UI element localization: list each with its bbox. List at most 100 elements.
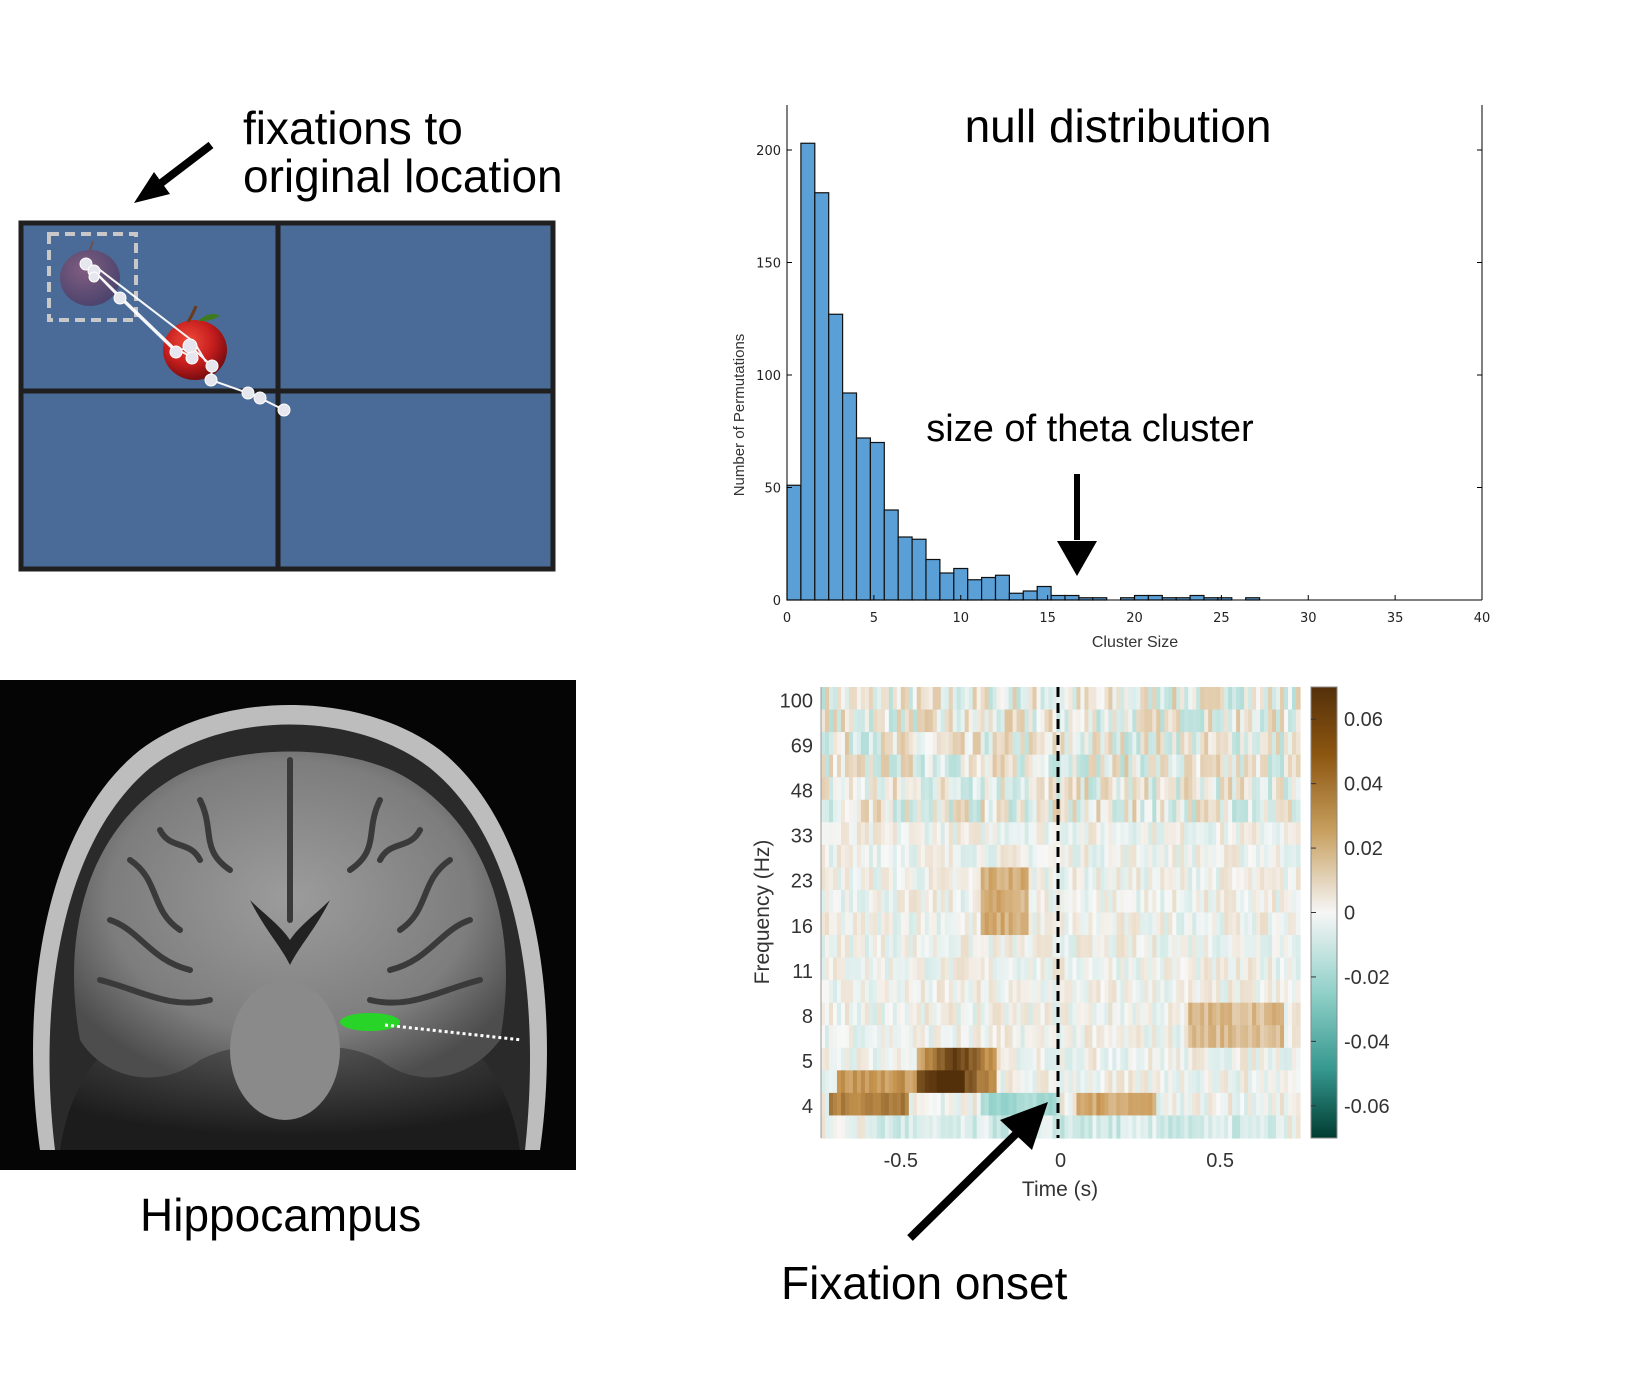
heatmap-cell bbox=[872, 754, 878, 778]
heatmap-cell bbox=[916, 889, 922, 914]
heatmap-cell bbox=[984, 844, 990, 868]
heatmap-cell bbox=[1008, 1025, 1014, 1049]
heatmap-cell bbox=[1112, 957, 1117, 981]
heatmap-cell bbox=[836, 709, 842, 733]
heatmap-cell bbox=[952, 844, 958, 868]
heatmap-cell bbox=[1104, 1115, 1109, 1139]
heatmap-cell bbox=[940, 1115, 946, 1139]
heatmap-cell bbox=[1192, 1092, 1197, 1117]
heatmap-cell bbox=[1292, 957, 1297, 981]
heatmap-cell bbox=[828, 912, 834, 936]
heatmap-cell bbox=[1220, 844, 1225, 868]
heatmap-cell bbox=[1244, 935, 1249, 959]
heatmap-cell bbox=[944, 1115, 950, 1139]
heatmap-cell bbox=[920, 777, 926, 801]
heatmap-cell bbox=[940, 1047, 946, 1071]
heatmap-cell bbox=[916, 957, 922, 981]
heatmap-cell bbox=[1252, 799, 1257, 823]
heatmap-cell bbox=[840, 935, 846, 959]
heatmap-cell bbox=[1140, 1070, 1145, 1094]
heatmap-cell bbox=[1260, 754, 1265, 778]
heatmap-cell bbox=[896, 732, 902, 756]
heatmap-cell bbox=[1096, 957, 1102, 981]
heatmap-cell bbox=[892, 957, 898, 981]
heatmap-cell bbox=[1080, 867, 1086, 891]
heatmap-cell bbox=[1272, 1047, 1277, 1071]
heatmap-cell bbox=[1188, 867, 1193, 891]
heatmap-cell bbox=[968, 935, 974, 959]
heatmap-cell bbox=[916, 912, 922, 936]
heatmap-cell bbox=[960, 732, 966, 756]
heatmap-cell bbox=[1104, 732, 1109, 756]
heatmap-cell bbox=[908, 957, 914, 981]
heatmap-cell bbox=[1092, 1092, 1098, 1117]
heatmap-cell bbox=[920, 1025, 926, 1049]
heatmap-cell bbox=[1000, 822, 1006, 846]
heatmap-cell bbox=[1264, 1002, 1269, 1026]
heatmap-cell bbox=[916, 687, 922, 711]
heatmap-cell bbox=[1220, 754, 1225, 778]
heatmap-cell bbox=[1028, 1070, 1034, 1094]
heatmap-cell bbox=[1048, 687, 1054, 711]
heatmap-cell bbox=[940, 1025, 946, 1049]
heatmap-cell bbox=[860, 754, 866, 778]
heatmap-cell bbox=[964, 844, 970, 868]
heatmap-cell bbox=[1100, 957, 1106, 981]
heatmap-cell bbox=[912, 1115, 918, 1139]
heatmap-cell bbox=[1108, 799, 1113, 823]
heatmap-cell bbox=[1240, 1070, 1245, 1094]
heatmap-cell bbox=[1256, 709, 1261, 733]
heatmap-cell bbox=[952, 1115, 958, 1139]
heatmap-cell bbox=[1024, 957, 1030, 981]
heatmap-cell bbox=[972, 889, 978, 914]
heatmap-cell bbox=[896, 1092, 902, 1117]
heatmap-cell bbox=[904, 1047, 910, 1071]
heatmap-cell bbox=[1040, 935, 1046, 959]
heatmap-cell bbox=[1200, 912, 1205, 936]
heatmap-cell bbox=[1032, 1025, 1038, 1049]
colorbar-tick-label: -0.04 bbox=[1344, 1031, 1390, 1053]
heatmap-cell bbox=[980, 1115, 986, 1139]
heatmap-cell bbox=[848, 1092, 854, 1117]
heatmap-cell bbox=[1272, 799, 1277, 823]
heatmap-cell bbox=[876, 1070, 882, 1094]
heatmap-cell bbox=[1008, 980, 1014, 1004]
heatmap-cell bbox=[896, 957, 902, 981]
heatmap-cell bbox=[856, 1047, 862, 1071]
heatmap-cell bbox=[1004, 1002, 1010, 1026]
heatmap-cell bbox=[1192, 912, 1197, 936]
heatmap-cell bbox=[1112, 980, 1117, 1004]
heatmap-cell bbox=[928, 889, 934, 914]
heatmap-cell bbox=[1072, 844, 1078, 868]
heatmap-cell bbox=[928, 754, 934, 778]
heatmap-cell bbox=[908, 754, 914, 778]
heatmap-cell bbox=[1064, 1070, 1070, 1094]
heatmap-cell bbox=[836, 935, 842, 959]
heatmap-cell bbox=[1208, 777, 1213, 801]
heatmap-cell bbox=[840, 1047, 846, 1071]
heatmap-cell bbox=[888, 732, 894, 756]
heatmap-cell bbox=[1208, 799, 1213, 823]
heatmap-cell bbox=[1072, 1115, 1078, 1139]
heatmap-cell bbox=[872, 844, 878, 868]
heatmap-cell bbox=[1212, 889, 1217, 914]
heatmap-cell bbox=[1068, 1115, 1074, 1139]
heatmap-cell bbox=[1280, 799, 1285, 823]
heatmap-cell bbox=[892, 777, 898, 801]
heatmap-cell bbox=[1256, 1002, 1261, 1026]
heatmap-cell bbox=[1184, 709, 1189, 733]
heatmap-cell bbox=[1180, 957, 1185, 981]
heatmap-cell bbox=[1016, 822, 1022, 846]
heatmap-cell bbox=[1104, 844, 1109, 868]
heatmap-cell bbox=[832, 799, 838, 823]
heatmap-cell bbox=[1092, 1115, 1098, 1139]
heatmap-cell bbox=[1244, 709, 1249, 733]
heatmap-cell bbox=[1280, 709, 1285, 733]
heatmap-cell bbox=[1172, 912, 1177, 936]
heatmap-cell bbox=[932, 822, 938, 846]
heatmap-cell bbox=[940, 935, 946, 959]
heatmap-cell bbox=[980, 799, 986, 823]
heatmap-cell bbox=[996, 889, 1002, 914]
heatmap-cell bbox=[1292, 754, 1297, 778]
heatmap-cell bbox=[924, 799, 930, 823]
